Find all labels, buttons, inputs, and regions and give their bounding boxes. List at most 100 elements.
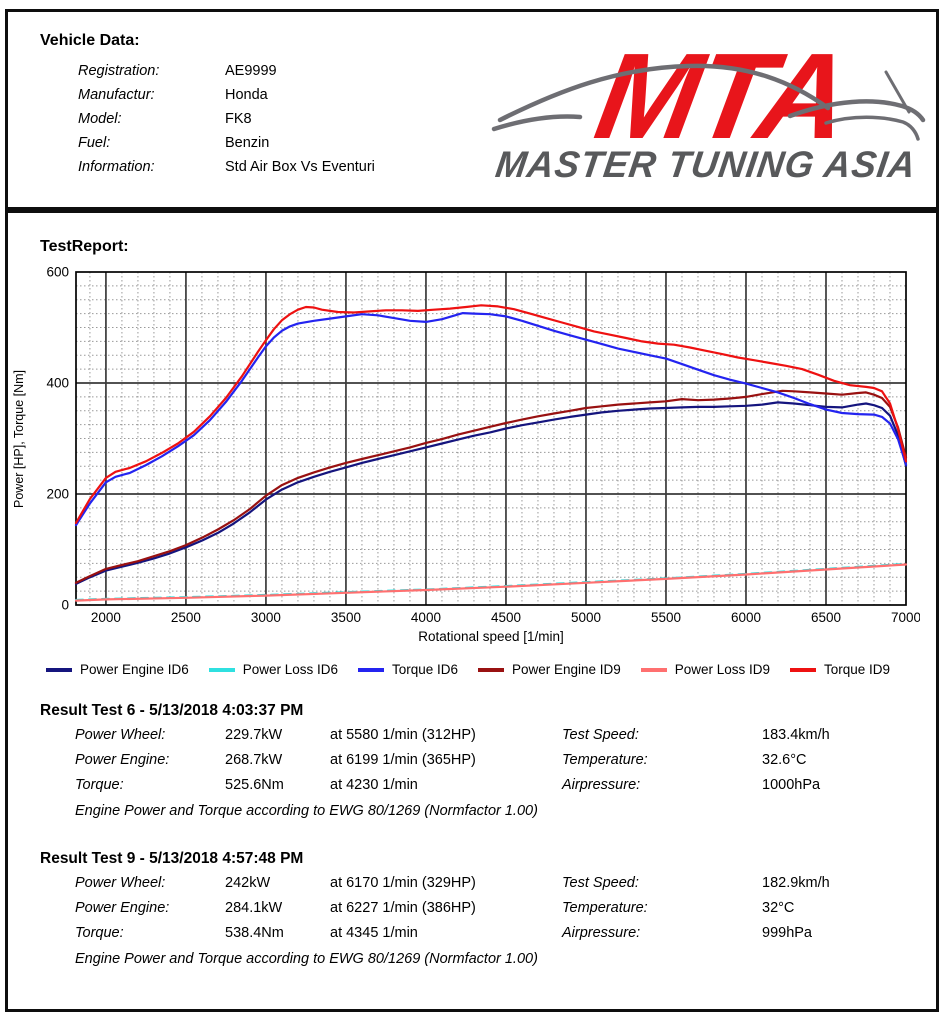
field-value: Honda — [225, 87, 268, 103]
x-tick-label: 2000 — [91, 610, 121, 625]
field-label: Manufactur: — [78, 87, 155, 103]
y-tick-label: 400 — [46, 376, 69, 391]
field-label: Model: — [78, 111, 122, 127]
x-tick-label: 5500 — [651, 610, 681, 625]
report-title: TestReport: — [40, 238, 129, 255]
field-value: AE9999 — [225, 63, 277, 79]
x-tick-label: 6000 — [731, 610, 761, 625]
result-test-9-section: Result Test 9 - 5/13/2018 4:57:48 PM Pow… — [8, 850, 936, 973]
car-silhouette-icon — [491, 63, 926, 141]
chart-legend: Power Engine ID6 Power Loss ID6 Torque I… — [46, 662, 890, 677]
series-line-power-loss-id6 — [74, 562, 908, 602]
x-tick-label: 6500 — [811, 610, 841, 625]
legend-swatch-power-engine-id9 — [477, 667, 504, 672]
row-at: at 6199 1/min (365HP) — [330, 752, 476, 768]
row-value2: 183.4km/h — [762, 727, 830, 743]
y-axis-title: Power [HP], Torque [Nm] — [12, 370, 26, 508]
row-at: at 5580 1/min (312HP) — [330, 727, 476, 743]
result-row: Power Engine: 284.1kW at 6227 1/min (386… — [75, 896, 936, 921]
legend-swatch-torque-id9 — [789, 667, 816, 672]
row-label: Torque: — [75, 925, 124, 941]
legend-label: Torque ID9 — [823, 662, 890, 677]
row-at: at 6227 1/min (386HP) — [330, 900, 476, 916]
row-value2: 999hPa — [762, 925, 812, 941]
field-value: FK8 — [225, 111, 252, 127]
row-at: at 6170 1/min (329HP) — [330, 875, 476, 891]
legend-label: Power Engine ID9 — [511, 662, 621, 677]
mta-logo-wordmark: MASTER TUNING ASIA — [493, 143, 919, 185]
legend-item: Torque ID6 — [357, 662, 459, 677]
series-line-torque-id9 — [74, 304, 908, 524]
grid-major — [76, 272, 906, 605]
result-footnote: Engine Power and Torque according to EWG… — [75, 803, 538, 819]
row-value2: 32.6°C — [762, 752, 807, 768]
field-label: Information: — [78, 159, 155, 175]
row-label2: Temperature: — [562, 752, 648, 768]
legend-swatch-power-loss-id9 — [640, 667, 667, 672]
x-tick-label: 5000 — [571, 610, 601, 625]
row-value2: 32°C — [762, 900, 795, 916]
result-row: Power Engine: 268.7kW at 6199 1/min (365… — [75, 748, 936, 773]
legend-label: Power Loss ID9 — [674, 662, 771, 677]
x-tick-labels: 2000 2500 3000 3500 4000 4500 5000 5500 6000 6500… — [91, 610, 920, 625]
series-line-power-loss-id9 — [74, 563, 908, 602]
legend-item: Power Engine ID6 — [46, 662, 189, 677]
y-tick-labels: 0 200 400 600 — [46, 265, 69, 613]
y-tick-label: 200 — [46, 487, 69, 502]
legend-item: Power Loss ID9 — [640, 662, 771, 677]
row-value2: 182.9km/h — [762, 875, 830, 891]
result-title: Result Test 9 - 5/13/2018 4:57:48 PM — [40, 850, 304, 867]
row-value: 525.6Nm — [225, 777, 284, 793]
row-label: Torque: — [75, 777, 124, 793]
vehicle-field-model: Model: FK8 — [78, 107, 936, 131]
legend-label: Torque ID6 — [391, 662, 459, 677]
result-title: Result Test 6 - 5/13/2018 4:03:37 PM — [40, 702, 304, 719]
x-tick-label: 3000 — [251, 610, 281, 625]
x-tick-label: 2500 — [171, 610, 201, 625]
series-line-torque-id6 — [74, 311, 908, 527]
vehicle-field-registration: Registration: AE9999 — [78, 59, 936, 83]
legend-swatch-torque-id6 — [357, 667, 384, 672]
vehicle-field-manufacturer: Manufactur: Honda — [78, 83, 936, 107]
series-lines — [74, 304, 908, 602]
row-value: 242kW — [225, 875, 271, 891]
report-box: TestReport: 0 200 400 600 2000 2500 3000 3500 4… — [5, 210, 939, 1012]
y-tick-label: 600 — [46, 265, 69, 280]
legend-swatch-power-loss-id6 — [208, 667, 235, 672]
dyno-report-page: { "header": { "vehicle_data_title": "Veh… — [0, 9, 944, 1033]
plot-border — [75, 271, 907, 606]
dyno-chart: 0 200 400 600 2000 2500 3000 3500 4000 4500 5000 5… — [12, 265, 920, 645]
result-row: Torque: 538.4Nm at 4345 1/min Airpressur… — [75, 921, 936, 946]
vehicle-field-information: Information: Std Air Box Vs Eventuri — [78, 155, 936, 179]
legend-swatch-power-engine-id6 — [46, 667, 72, 672]
row-value2: 1000hPa — [762, 777, 821, 793]
y-tick-label: 0 — [61, 598, 69, 613]
vehicle-data-title: Vehicle Data: — [40, 32, 140, 49]
field-value: Benzin — [225, 135, 270, 151]
result-test-6-section: Result Test 6 - 5/13/2018 4:03:37 PM Pow… — [8, 702, 936, 825]
legend-item: Power Loss ID6 — [208, 662, 339, 677]
result-footnote: Engine Power and Torque according to EWG… — [75, 951, 538, 967]
legend-label: Power Loss ID6 — [242, 662, 339, 677]
row-value: 268.7kW — [225, 752, 283, 768]
row-label: Power Wheel: — [75, 875, 166, 891]
row-value: 538.4Nm — [225, 925, 284, 941]
field-label: Registration: — [78, 63, 160, 79]
legend-label: Power Engine ID6 — [80, 662, 189, 677]
legend-item: Torque ID9 — [789, 662, 890, 677]
row-label: Power Wheel: — [75, 727, 166, 743]
row-label2: Test Speed: — [562, 727, 639, 743]
row-label2: Test Speed: — [562, 875, 639, 891]
vehicle-data-section: Vehicle Data: Registration: AE9999 Manuf… — [8, 12, 936, 179]
x-tick-label: 7000 — [891, 610, 920, 625]
result-row: Power Wheel: 242kW at 6170 1/min (329HP)… — [75, 871, 936, 896]
row-at: at 4345 1/min — [330, 925, 418, 941]
row-label: Power Engine: — [75, 752, 170, 768]
row-label: Power Engine: — [75, 900, 170, 916]
row-value: 229.7kW — [225, 727, 283, 743]
mta-logo: MTA MASTER TUNING ASIA — [491, 29, 926, 185]
series-line-power-engine-id6 — [74, 401, 908, 585]
row-value: 284.1kW — [225, 900, 283, 916]
header-box: Vehicle Data: Registration: AE9999 Manuf… — [5, 9, 939, 210]
x-axis-title: Rotational speed [1/min] — [418, 629, 564, 644]
